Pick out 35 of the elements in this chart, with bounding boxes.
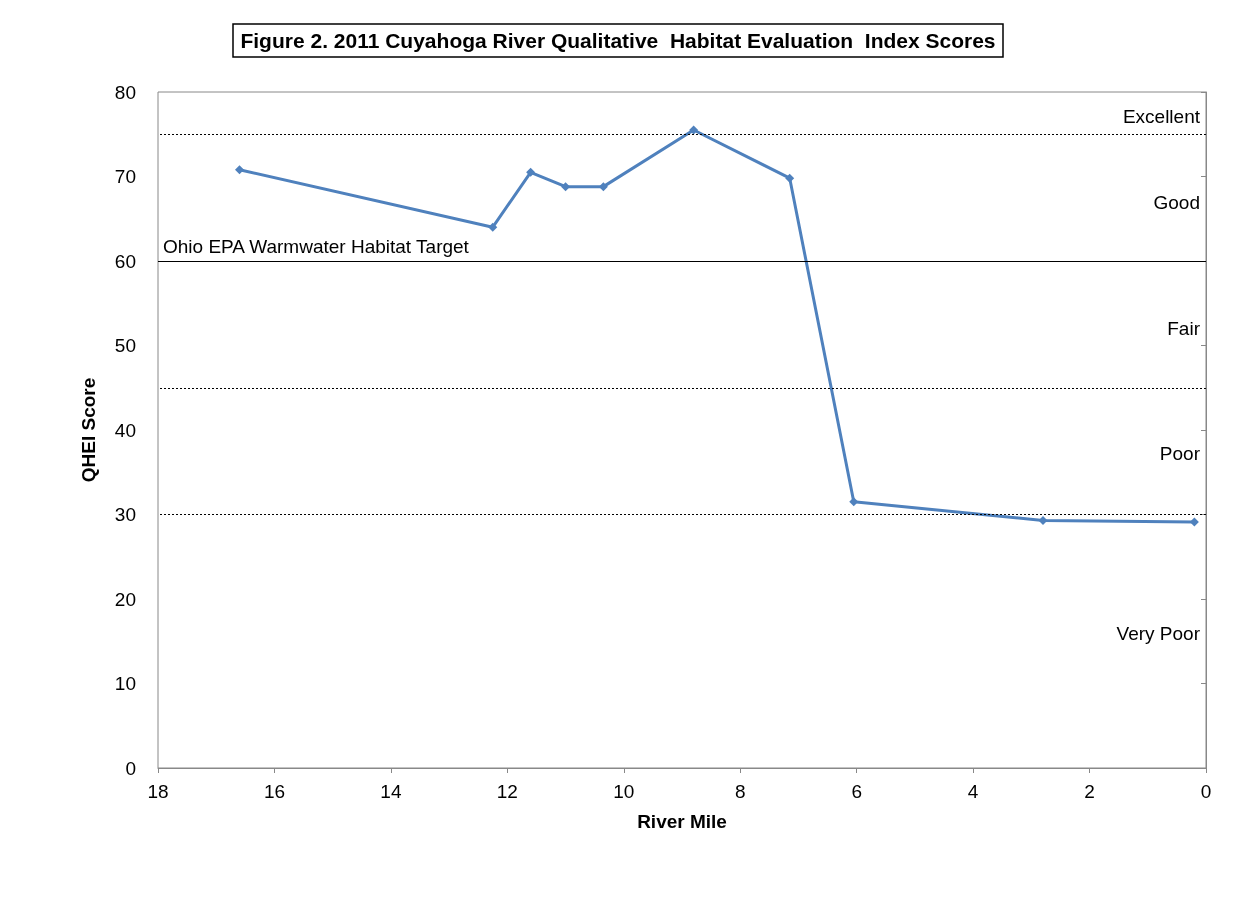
y-tick-label: 50 (114, 335, 136, 356)
y-tick-label: 0 (125, 757, 136, 779)
x-tick-label: 18 (147, 781, 169, 802)
x-tick-label: 2 (1084, 781, 1095, 802)
y-axis-title: QHEI Score (78, 377, 99, 483)
y-tick-label: 30 (114, 504, 136, 525)
y-tick-label: 80 (114, 81, 136, 103)
point (1038, 515, 1048, 525)
x-axis-title: River Mile (637, 811, 727, 832)
point (689, 125, 699, 135)
x-tick-label: 8 (734, 781, 746, 802)
x-tick-label: 14 (380, 781, 402, 802)
annotation: Fair (1167, 318, 1201, 340)
point (526, 167, 536, 177)
ref-line-label: Ohio EPA Warmwater Habitat Target (163, 236, 470, 257)
point (849, 497, 859, 507)
annotation: Good (1153, 191, 1200, 213)
annotation: Excellent (1122, 105, 1201, 127)
x-tick-label: 16 (263, 781, 286, 802)
point (785, 173, 795, 183)
y-tick-label: 10 (114, 673, 136, 694)
x-tick-label: 10 (613, 781, 635, 802)
x-tick-label: 12 (496, 781, 518, 802)
x-tick-label: 6 (851, 781, 862, 802)
y-tick-label: 40 (114, 419, 136, 441)
annotation: Very Poor (1116, 622, 1201, 644)
y-tick-label: 20 (114, 588, 136, 610)
point (235, 165, 245, 175)
y-tick-label: 60 (114, 250, 136, 272)
y-tick-label: 70 (114, 166, 136, 187)
annotation: Poor (1159, 443, 1201, 465)
point (488, 222, 498, 232)
chart-title: Figure 2. 2011 Cuyahoga River Qualitative Habitat Evaluation Index Scores (240, 29, 996, 52)
x-tick-label: 0 (1200, 781, 1212, 802)
x-tick-label: 4 (967, 781, 979, 802)
